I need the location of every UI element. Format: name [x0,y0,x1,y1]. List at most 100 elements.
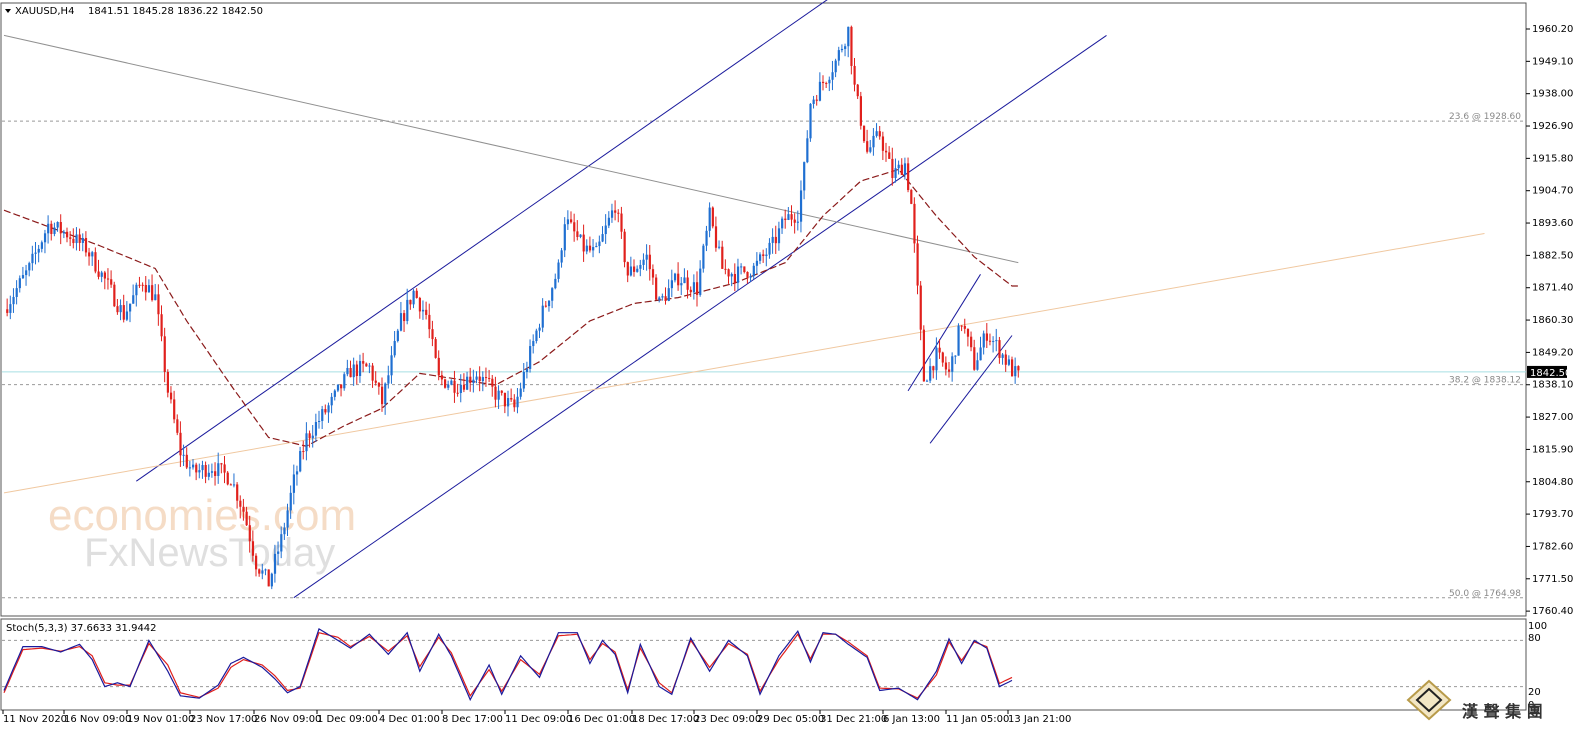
candle-body [169,392,173,400]
candle-body [510,398,513,400]
candle [406,288,409,325]
trendline-flag-left [907,274,981,392]
candle-body [69,237,72,239]
candle-body [469,376,472,383]
candle [733,263,736,292]
candle-body [163,336,166,372]
candle [305,422,308,461]
trendline-channel-upper [136,0,828,482]
candle-body [973,347,976,370]
candle [740,263,743,275]
candle-body [818,81,822,101]
x-tick-label: 13 Jan 21:00 [1008,714,1071,725]
candle [255,553,258,577]
candle [28,261,31,277]
candle [488,369,491,383]
price-axis[interactable]: 1960.20 1949.10 1938.00 1926.90 1915.80 1904.… [1526,24,1573,617]
candle [771,228,774,254]
candle [551,287,554,309]
candle-body [910,190,913,204]
candle [872,128,875,156]
candle [283,522,286,540]
stoch-level-20: 20 [1528,687,1541,698]
candle-body [935,347,938,371]
candle [645,244,648,271]
candle [585,239,588,255]
candle [812,95,815,109]
candle [327,402,330,423]
candle [790,205,793,227]
candle-body [182,454,185,456]
symbol-label: XAUUSD,H4 [15,6,74,17]
candle-body [1017,366,1020,371]
candle [214,462,217,486]
candle-body [777,228,781,244]
candle [705,225,708,252]
candle-body [948,369,951,372]
candle-body [525,368,529,373]
candle [680,276,683,296]
candle [595,242,598,248]
x-tick-label: 11 Jan 05:00 [946,714,1009,725]
x-tick-label: 31 Dec 21:00 [820,714,887,725]
candle [210,463,214,478]
candle-body [929,366,932,381]
candle [976,352,979,371]
candle [922,325,925,382]
candle-body [513,399,516,408]
candle-body [12,296,15,305]
candle-body [409,299,412,305]
candle-body [488,377,491,379]
candle [374,371,377,386]
candle-body [116,306,119,313]
candle [157,284,160,326]
candle [481,371,484,392]
candle [91,250,94,266]
candle-body [913,203,916,244]
y-tick-label: 1893.60 [1532,218,1573,229]
candle-body [396,330,399,341]
candle [614,200,617,221]
dropdown-triangle-icon[interactable] [5,9,11,13]
candle [762,249,765,263]
candle-body [160,314,163,337]
x-tick-label: 23 Nov 17:00 [190,714,257,725]
candle [176,414,179,436]
candle-body [736,266,740,283]
y-tick-label: 1915.80 [1532,153,1573,164]
candle [261,563,264,580]
trendlines[interactable] [3,0,1485,599]
candle [396,328,399,343]
y-tick-label: 1960.20 [1532,24,1573,35]
candle-body [472,379,475,383]
watermark-line2: FxNewsToday [84,531,335,575]
candle [462,373,466,393]
candle-body [781,218,784,229]
candle-body [790,214,793,220]
candle [856,83,859,100]
candle-body [431,329,434,340]
candle-body [248,525,251,542]
candle [318,410,321,429]
candle [75,227,78,251]
candle [497,385,500,409]
candle-body [759,254,762,261]
candle-body [696,282,699,295]
candle-body [582,234,585,252]
candle-body [680,283,683,286]
x-tick-label: 19 Nov 01:00 [127,714,194,725]
candle [343,372,346,391]
candle-body [440,375,444,380]
candle-body [217,463,220,476]
candle [412,289,415,309]
candle-body [894,168,897,178]
y-tick-label: 1815.90 [1532,444,1573,455]
candle [743,266,746,274]
candle-body [173,399,176,420]
candles[interactable] [6,25,1020,590]
candle [1004,349,1007,372]
candle [834,58,837,78]
candle-body [655,277,658,300]
